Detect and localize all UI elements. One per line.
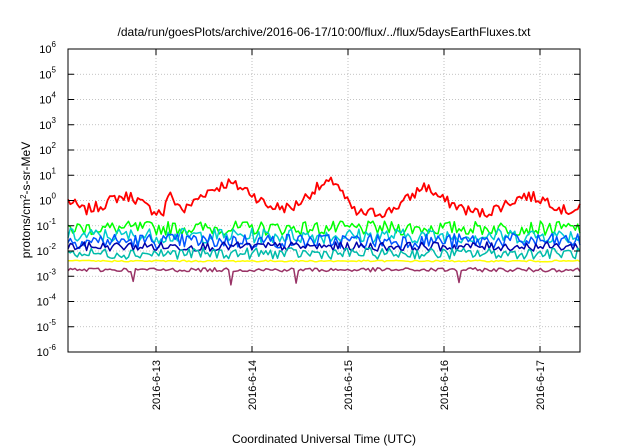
y-tick-label: 10-1 bbox=[37, 217, 57, 233]
y-tick-exponent: 2 bbox=[52, 141, 57, 150]
y-tick-labels: 10-610-510-410-310-210-11001011021031041… bbox=[37, 40, 57, 359]
series-line-4 bbox=[67, 241, 581, 252]
y-tick-label: 105 bbox=[39, 65, 56, 81]
y-axis-label-post: -s-sr-MeV bbox=[19, 142, 33, 195]
y-tick-base: 10 bbox=[39, 196, 51, 208]
y-tick-base: 10 bbox=[37, 246, 49, 258]
y-tick-label: 10-6 bbox=[37, 343, 57, 359]
series-line-1 bbox=[67, 220, 581, 236]
y-tick-exponent: 6 bbox=[52, 40, 57, 49]
x-tick-label: 2016-6-14 bbox=[247, 360, 259, 410]
x-axis-label: Coordinated Universal Time (UTC) bbox=[232, 432, 416, 446]
y-tick-label: 103 bbox=[39, 116, 56, 132]
y-tick-base: 10 bbox=[39, 69, 51, 81]
x-tick-label: 2016-6-13 bbox=[151, 360, 163, 410]
series-lines bbox=[67, 176, 581, 286]
y-tick-base: 10 bbox=[39, 44, 51, 56]
y-tick-exponent: -2 bbox=[49, 242, 57, 251]
y-tick-base: 10 bbox=[39, 145, 51, 157]
series-line-0 bbox=[67, 176, 581, 219]
y-tick-base: 10 bbox=[39, 95, 51, 107]
x-tick-label: 2016-6-17 bbox=[535, 360, 547, 410]
y-tick-exponent: -5 bbox=[49, 318, 57, 327]
series-line-3 bbox=[67, 232, 581, 250]
y-axis-label-sup: 2 bbox=[19, 194, 28, 199]
y-tick-base: 10 bbox=[37, 271, 49, 283]
y-tick-base: 10 bbox=[37, 347, 49, 359]
y-tick-exponent: 0 bbox=[52, 192, 57, 201]
y-tick-exponent: 3 bbox=[52, 116, 57, 125]
y-tick-base: 10 bbox=[37, 221, 49, 233]
series-line-5 bbox=[67, 247, 581, 260]
y-tick-label: 101 bbox=[39, 166, 56, 182]
series-line-7 bbox=[67, 267, 581, 286]
plot-frame bbox=[67, 48, 581, 353]
y-tick-label: 100 bbox=[39, 192, 56, 208]
y-tick-label: 10-4 bbox=[37, 293, 57, 309]
y-tick-label: 10-5 bbox=[37, 318, 57, 334]
y-tick-exponent: -3 bbox=[49, 267, 57, 276]
y-tick-exponent: 1 bbox=[52, 166, 57, 175]
y-tick-exponent: -4 bbox=[49, 293, 57, 302]
grid-lines bbox=[68, 49, 580, 352]
y-axis-label: protons/cm2-s-sr-MeV bbox=[19, 142, 34, 258]
y-tick-exponent: 5 bbox=[52, 65, 57, 74]
y-tick-label: 10-2 bbox=[37, 242, 57, 258]
y-tick-exponent: 4 bbox=[52, 91, 57, 100]
y-tick-label: 10-3 bbox=[37, 267, 57, 283]
x-tick-label: 2016-6-16 bbox=[439, 360, 451, 410]
y-tick-exponent: -1 bbox=[49, 217, 57, 226]
chart-title: /data/run/goesPlots/archive/2016-06-17/1… bbox=[118, 25, 532, 39]
y-tick-base: 10 bbox=[39, 170, 51, 182]
y-tick-exponent: -6 bbox=[49, 343, 57, 352]
y-tick-base: 10 bbox=[37, 322, 49, 334]
y-tick-base: 10 bbox=[37, 297, 49, 309]
y-tick-base: 10 bbox=[39, 120, 51, 132]
series-line-6 bbox=[67, 259, 581, 263]
y-tick-label: 104 bbox=[39, 91, 56, 107]
y-tick-label: 106 bbox=[39, 40, 56, 56]
y-tick-label: 102 bbox=[39, 141, 56, 157]
x-tick-label: 2016-6-15 bbox=[343, 360, 355, 410]
x-tick-labels: 2016-6-13 2016-6-14 2016-6-15 2016-6-16 2016… bbox=[151, 360, 547, 410]
y-axis-label-pre: protons/cm bbox=[19, 199, 33, 258]
